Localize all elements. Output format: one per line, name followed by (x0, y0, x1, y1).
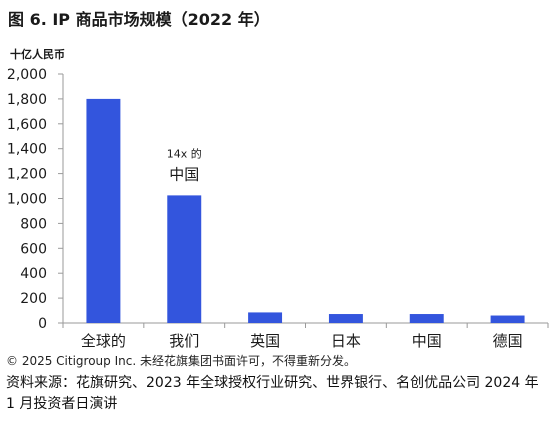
bar (86, 98, 121, 324)
x-axis-labels: 全球的 我们 英国 日本 中国 德国 (81, 332, 523, 350)
bar (328, 314, 363, 323)
x-tick-label: 中国 (412, 332, 442, 350)
bar (248, 312, 283, 323)
x-axis-ticks (62, 323, 549, 328)
y-tick-label: 800 (20, 216, 47, 232)
x-tick-label: 全球的 (81, 332, 126, 350)
x-tick-label: 英国 (250, 332, 280, 350)
bar-chart: 十亿人民币 0 200 400 600 800 1,000 1,200 1,400 1,600 1… (7, 47, 549, 350)
y-tick-label: 1,600 (7, 117, 47, 133)
x-tick-label: 我们 (169, 332, 199, 350)
y-tick-label: 0 (38, 316, 47, 332)
bars (86, 98, 525, 324)
y-axis-ticks: 0 200 400 600 800 1,000 1,200 1,400 1,600 1,800 2,… (7, 67, 63, 332)
x-tick-label: 日本 (331, 332, 361, 350)
x-tick-label: 德国 (493, 332, 523, 350)
bar (409, 314, 444, 323)
y-tick-label: 400 (20, 266, 47, 282)
annotation-multiple: 14x 的 (167, 146, 202, 160)
y-tick-label: 2,000 (7, 67, 47, 83)
y-tick-label: 200 (20, 291, 47, 307)
y-axis-unit-label: 十亿人民币 (10, 47, 65, 61)
bar (167, 195, 202, 323)
y-tick-label: 1,800 (7, 92, 47, 108)
sources-note: 资料来源：花旗研究、2023 年全球授权行业研究、世界银行、名创优品公司 202… (6, 375, 539, 412)
chart-title: 图 6. IP 商品市场规模（2022 年） (8, 10, 270, 29)
copyright-notice: © 2025 Citigroup Inc. 未经花旗集团书面许可，不得重新分发。 (6, 354, 356, 368)
y-tick-label: 1,200 (7, 167, 47, 183)
y-tick-label: 600 (20, 241, 47, 257)
annotation-country: 中国 (169, 165, 199, 183)
bar (490, 315, 525, 323)
y-tick-label: 1,400 (7, 142, 47, 158)
y-tick-label: 1,000 (7, 192, 47, 208)
